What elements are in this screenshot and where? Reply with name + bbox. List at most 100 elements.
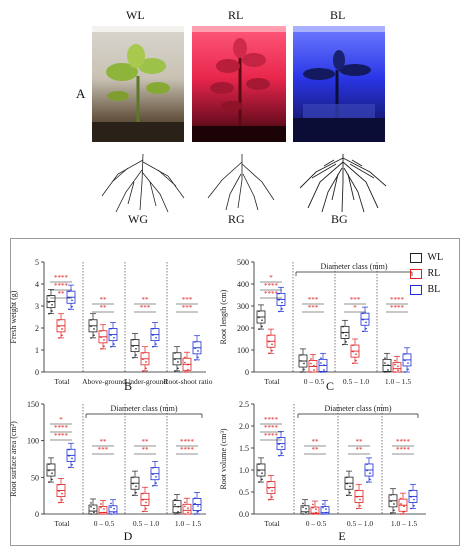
sig-label: *** <box>350 296 361 304</box>
data-point <box>113 511 115 514</box>
data-point <box>48 312 50 315</box>
box-bl <box>320 506 330 515</box>
diameter-class-label: Diameter class (mm) <box>324 404 391 413</box>
data-point <box>393 509 395 512</box>
y-tick-label: 200 <box>237 324 249 333</box>
data-point <box>177 361 179 363</box>
x-tick-label: Total <box>264 519 279 528</box>
panel-letter-b: B <box>124 379 132 393</box>
legend-label-rl: RL <box>427 268 441 279</box>
data-point <box>110 502 112 505</box>
sig-label: **** <box>54 424 69 432</box>
data-point <box>177 511 179 513</box>
data-point <box>413 498 415 501</box>
data-point <box>261 472 263 474</box>
data-point <box>400 503 402 505</box>
sig-label: ** <box>100 304 108 312</box>
y-tick-label: 100 <box>27 437 39 446</box>
data-point <box>300 360 302 362</box>
diameter-class-label: Diameter class (mm) <box>320 262 387 271</box>
data-point <box>194 341 196 343</box>
diameter-class-label: Diameter class (mm) <box>110 404 177 413</box>
data-point <box>68 466 70 469</box>
data-point <box>384 371 386 373</box>
data-point <box>145 361 147 363</box>
data-point <box>302 506 304 508</box>
data-point <box>103 508 105 510</box>
data-point <box>197 356 199 359</box>
y-tick-label: 2 <box>35 324 39 333</box>
data-point <box>100 513 102 515</box>
data-point <box>142 510 144 513</box>
sig-label: ** <box>356 438 364 446</box>
panel-letter-e: E <box>338 529 345 543</box>
data-point <box>174 370 176 372</box>
data-point <box>268 352 270 355</box>
data-point <box>400 497 402 500</box>
data-point <box>325 508 327 510</box>
legend-label-bl: BL <box>427 284 441 295</box>
data-point <box>71 299 73 302</box>
y-axis-label: Root length (cm) <box>219 289 228 344</box>
data-point <box>93 328 95 330</box>
data-point <box>90 513 92 515</box>
data-point <box>194 359 196 361</box>
data-point <box>93 507 95 510</box>
x-tick-label: 0 – 0.5 <box>304 377 325 386</box>
data-point <box>197 505 199 507</box>
sig-label: *** <box>182 296 193 304</box>
x-tick-label: 0.5 – 1.0 <box>343 377 370 386</box>
data-point <box>100 336 102 339</box>
data-point <box>302 513 304 515</box>
data-point <box>312 503 314 506</box>
data-point <box>268 340 270 343</box>
sig-label: **** <box>264 416 279 424</box>
data-point <box>177 506 179 508</box>
data-point <box>194 513 196 515</box>
box-rl <box>392 362 402 373</box>
x-tick-label: 1.0 – 1.5 <box>385 377 412 386</box>
data-point <box>362 312 364 315</box>
data-point <box>51 303 53 306</box>
data-point <box>268 498 270 501</box>
data-point <box>132 494 134 497</box>
data-point <box>300 371 302 373</box>
box-wl <box>300 505 310 515</box>
sig-label: ** <box>100 438 108 446</box>
data-point <box>197 510 199 513</box>
data-point <box>113 507 115 510</box>
data-point <box>174 352 176 354</box>
data-point <box>51 472 53 474</box>
panel-a-letter: A <box>76 86 86 101</box>
data-point <box>174 503 176 506</box>
data-point <box>346 482 348 485</box>
data-point <box>258 310 260 312</box>
data-point <box>113 343 115 345</box>
data-point <box>103 511 105 514</box>
data-point <box>152 473 154 475</box>
plant-photo-white-light <box>92 26 184 142</box>
label-wl: WL <box>126 8 145 22</box>
y-tick-label: 0 <box>35 368 39 377</box>
data-point <box>184 371 186 373</box>
data-point <box>362 330 364 333</box>
data-point <box>387 369 389 371</box>
data-point <box>68 455 70 457</box>
data-point <box>261 325 263 328</box>
data-point <box>155 343 157 345</box>
sig-label: ** <box>142 438 150 446</box>
data-point <box>313 364 315 367</box>
data-point <box>362 318 364 321</box>
data-point <box>400 513 402 515</box>
data-point <box>152 334 154 336</box>
data-point <box>413 505 415 507</box>
data-point <box>58 501 60 504</box>
data-point <box>407 362 409 364</box>
data-point <box>366 463 368 465</box>
data-point <box>142 499 144 501</box>
root-drawing-wg <box>101 153 185 213</box>
legend-label-wl: WL <box>427 252 444 263</box>
data-point <box>48 469 50 472</box>
data-point <box>48 294 50 297</box>
chart-panel-c: 0 100 200 300 400 500 Root length (cm) Total 0 –… <box>219 258 413 393</box>
